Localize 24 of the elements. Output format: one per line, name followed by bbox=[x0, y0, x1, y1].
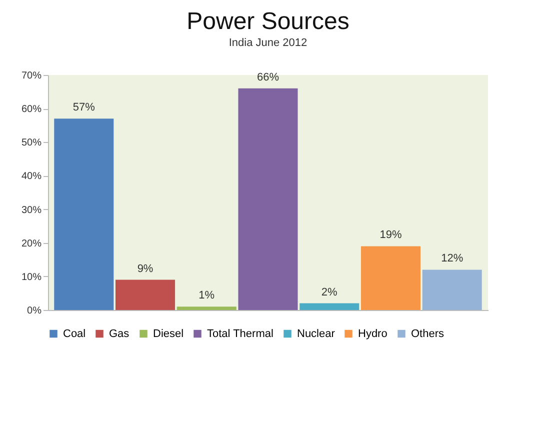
y-tick-label: 60% bbox=[21, 104, 42, 116]
y-tick-label: 0% bbox=[27, 306, 42, 316]
legend-label: Diesel bbox=[153, 328, 184, 340]
legend-label: Others bbox=[411, 328, 445, 340]
legend-label: Gas bbox=[109, 328, 130, 340]
y-tick-label: 30% bbox=[21, 204, 42, 216]
legend-label: Total Thermal bbox=[207, 328, 274, 340]
y-tick-label: 50% bbox=[21, 138, 42, 149]
y-tick-label: 40% bbox=[21, 171, 42, 182]
data-label: 66% bbox=[256, 71, 280, 84]
legend-label: Nuclear bbox=[297, 328, 336, 340]
y-tick-label: 70% bbox=[21, 70, 42, 82]
data-label: 1% bbox=[198, 290, 215, 302]
chart-title: Power Sources bbox=[186, 8, 350, 35]
legend-label: Coal bbox=[63, 328, 86, 340]
data-label: 12% bbox=[441, 252, 464, 265]
y-tick-label: 20% bbox=[21, 238, 42, 250]
data-label: 9% bbox=[137, 262, 154, 275]
data-label: 19% bbox=[380, 229, 402, 242]
data-label: 2% bbox=[321, 286, 338, 298]
chart-subtitle: India June 2012 bbox=[228, 37, 308, 49]
y-tick-label: 10% bbox=[21, 272, 42, 283]
legend-label: Hydro bbox=[358, 328, 388, 340]
data-label: 57% bbox=[72, 102, 96, 114]
